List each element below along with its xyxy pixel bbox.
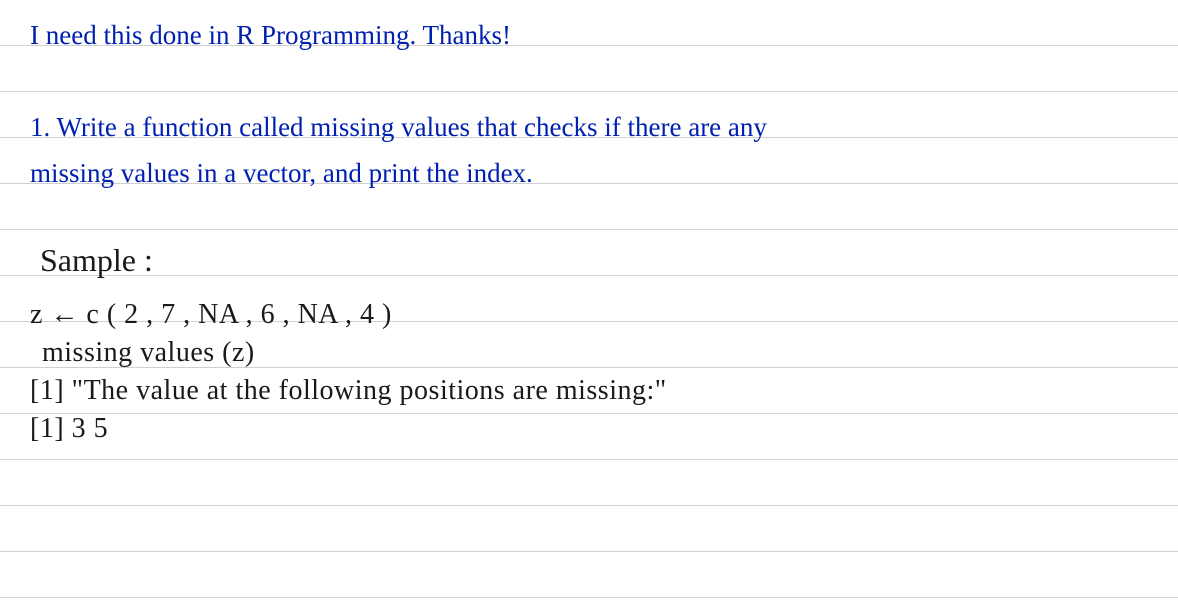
question-line-1: 1. Write a function called missing value… xyxy=(30,104,1148,150)
output-line-message: [1] "The value at the following position… xyxy=(30,375,1148,407)
question-line-2: missing values in a vector, and print th… xyxy=(30,150,1148,196)
ruled-paper-background: I need this done in R Programming. Thank… xyxy=(0,0,1178,611)
sample-label: Sample : xyxy=(40,242,1148,279)
code-line-call: missing values (z) xyxy=(42,337,1148,369)
code-line-assignment: z ← c ( 2 , 7 , NA , 6 , NA , 4 ) xyxy=(30,299,1148,331)
intro-text: I need this done in R Programming. Thank… xyxy=(30,12,1148,58)
output-line-indices: [1] 3 5 xyxy=(30,413,1148,445)
